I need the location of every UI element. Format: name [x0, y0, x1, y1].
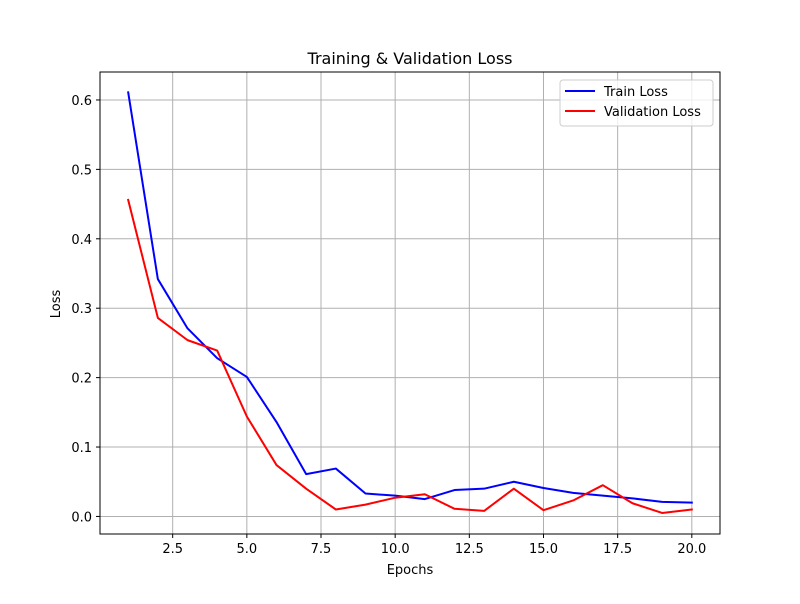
legend: Train Loss Validation Loss: [559, 79, 714, 127]
series-line-validation-loss: [126, 198, 693, 514]
y-tick-label: 0.4: [71, 233, 92, 248]
y-axis-label: Loss: [49, 290, 64, 319]
axes-frame: [99, 71, 721, 535]
legend-label-train-loss: Train Loss: [603, 85, 668, 100]
x-tick-label: 15.0: [529, 542, 558, 557]
x-tick-label: 20.0: [677, 542, 706, 557]
chart-title: Training & Validation Loss: [307, 49, 513, 68]
x-tick-label: 7.5: [311, 542, 332, 557]
series-layer: [126, 91, 693, 514]
x-tick-label: 10.0: [381, 542, 410, 557]
y-tick-label: 0.3: [71, 302, 92, 317]
legend-label-validation-loss: Validation Loss: [604, 105, 701, 120]
x-tick-label: 5.0: [236, 542, 257, 557]
legend-box: [559, 79, 714, 127]
x-tick-label: 2.5: [162, 542, 183, 557]
y-tick-label: 0.2: [71, 372, 92, 387]
grid-layer: [100, 72, 720, 534]
y-tick-label: 0.1: [71, 441, 92, 456]
y-tick-label: 0.5: [71, 163, 92, 178]
y-tick-label: 0.0: [71, 510, 92, 525]
x-tick-label: 12.5: [455, 542, 484, 557]
y-tick-label: 0.6: [71, 94, 92, 109]
x-tick-label: 17.5: [603, 542, 632, 557]
tick-layer: 2.5 5.0 7.5 10.0 12.5 15.0 17.5 20.0 0.0 0.1 0.2 0.…: [71, 94, 706, 557]
x-axis-label: Epochs: [387, 563, 434, 578]
